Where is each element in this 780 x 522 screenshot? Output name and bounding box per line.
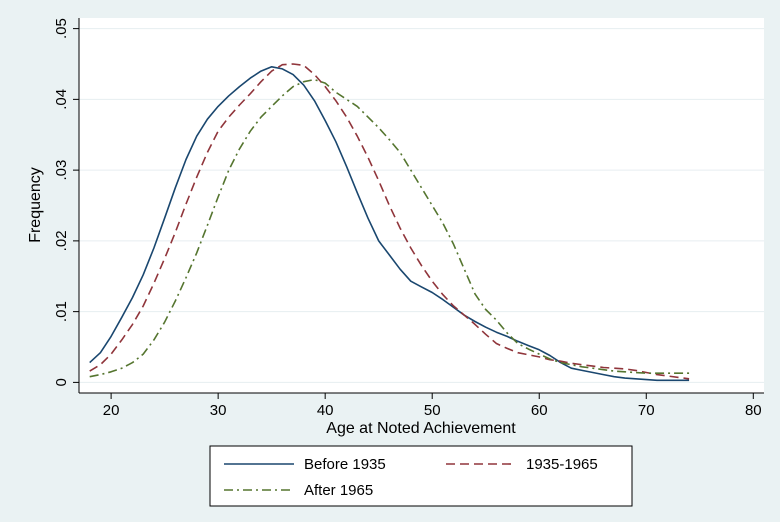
axes: [78, 18, 764, 394]
series-line-1: [89, 63, 690, 380]
x-axis-title: Age at Noted Achievement: [326, 420, 516, 437]
x-ticks: 20 30 40 50 60 70 80: [103, 393, 762, 419]
x-tick-label: 40: [317, 402, 334, 419]
y-tick-label: .03: [53, 160, 70, 181]
legend-label-1: 1935-1965: [526, 456, 598, 473]
x-tick-label: 70: [638, 402, 655, 419]
y-tick-label: .04: [53, 89, 70, 110]
x-tick-label: 60: [531, 402, 548, 419]
series-line-0: [89, 66, 690, 382]
x-tick-label: 50: [424, 402, 441, 419]
legend: Before 1935 1935-1965 After 1965: [209, 445, 633, 507]
plot-area: [79, 18, 764, 393]
legend-label-2: After 1965: [304, 482, 373, 499]
y-tick-label: .05: [53, 18, 70, 39]
series-line-2: [89, 78, 690, 378]
legend-items: Before 1935 1935-1965 After 1965: [224, 456, 598, 499]
y-tick-label: .02: [53, 230, 70, 251]
y-ticks: 0 .01 .02 .03 .04 .05: [53, 18, 79, 387]
legend-label-0: Before 1935: [304, 456, 386, 473]
x-tick-label: 20: [103, 402, 120, 419]
gridlines: [79, 28, 764, 383]
x-tick-label: 80: [745, 402, 762, 419]
y-tick-label: .01: [53, 301, 70, 322]
y-tick-label: 0: [53, 378, 70, 386]
legend-box: [209, 445, 633, 507]
series-lines: [89, 63, 690, 382]
y-axis-title: Frequency: [27, 167, 44, 243]
x-tick-label: 30: [210, 402, 227, 419]
